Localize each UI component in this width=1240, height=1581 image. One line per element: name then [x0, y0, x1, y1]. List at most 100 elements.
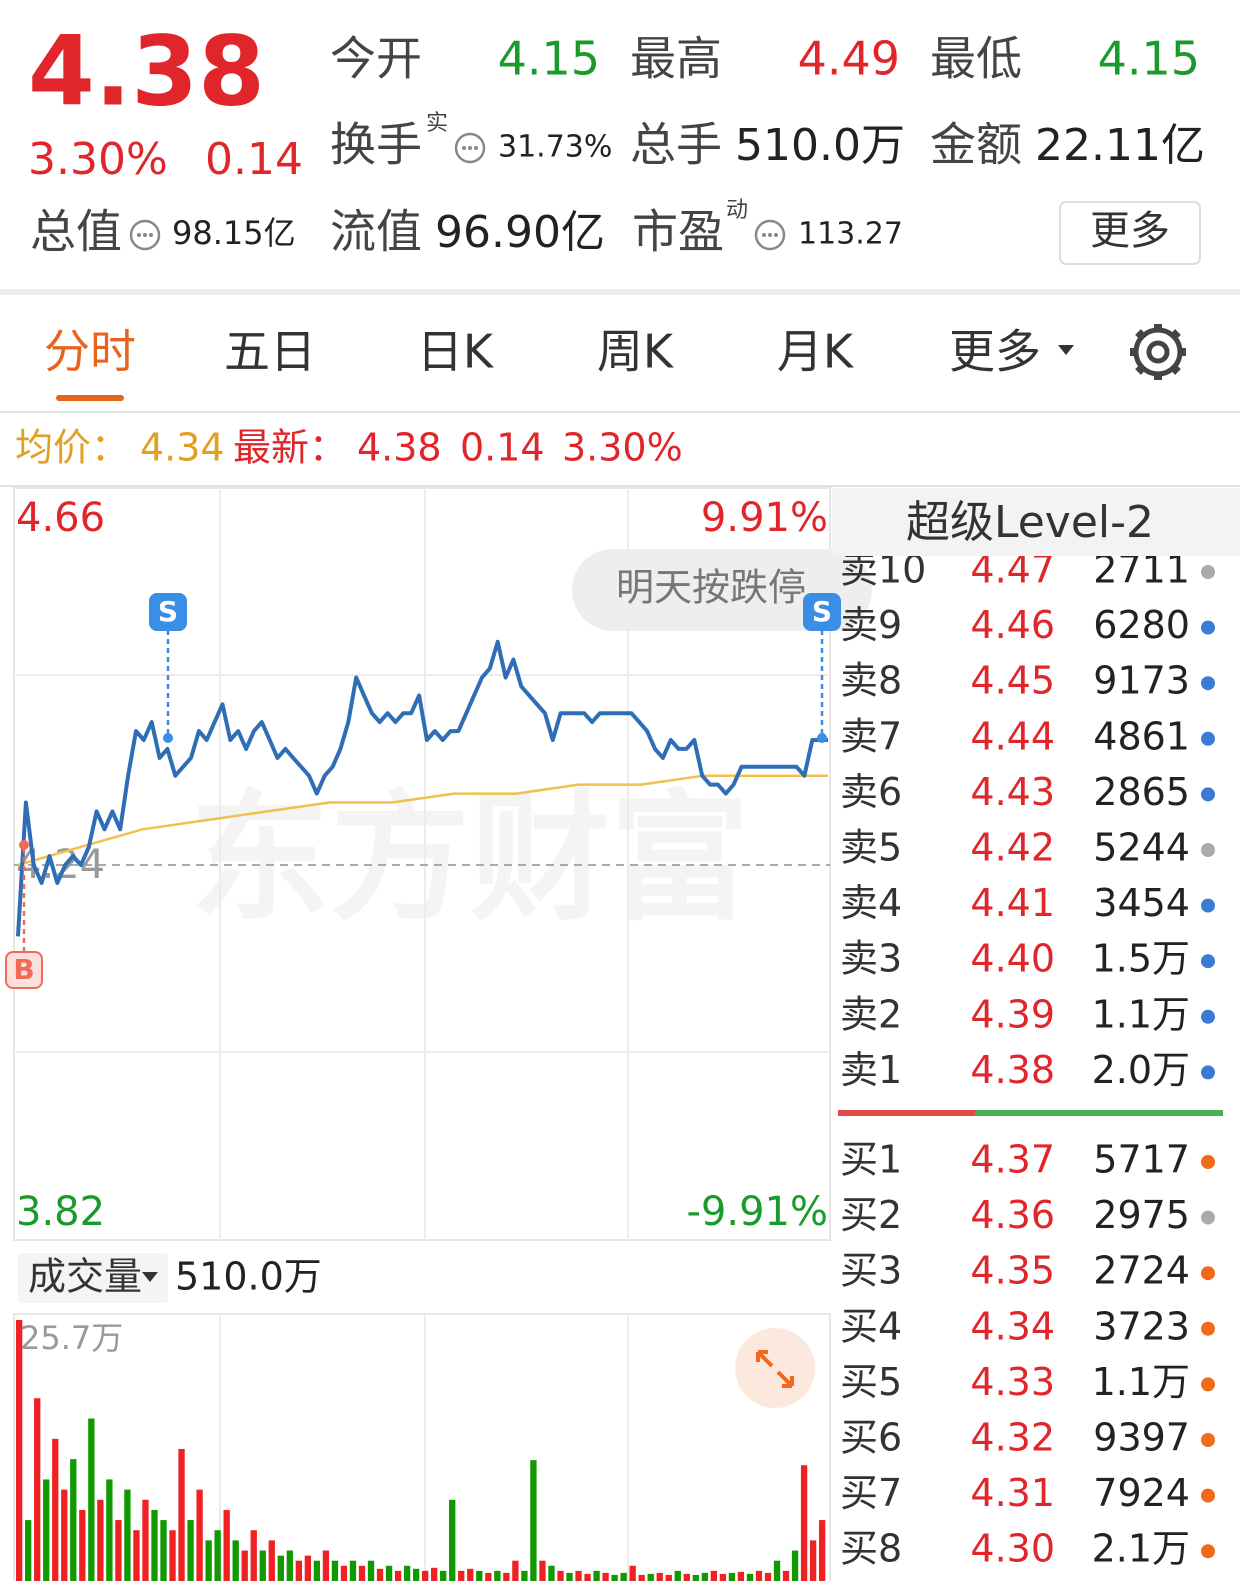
order-label: 卖3	[840, 937, 902, 981]
volume-bar	[106, 1479, 113, 1581]
avg-value: 4.34	[140, 426, 225, 470]
volume-frame	[13, 1313, 831, 1581]
volume-bar	[376, 1568, 384, 1581]
order-label: 买1	[840, 1138, 902, 1182]
stat-label: 流值	[330, 205, 422, 259]
volume-bar	[503, 1572, 510, 1581]
volume-bar	[151, 1509, 158, 1581]
volume-bar	[214, 1530, 221, 1581]
volume-bar	[25, 1520, 32, 1581]
settings-icon[interactable]	[1130, 324, 1186, 380]
stat-label: 市盈	[632, 205, 724, 259]
info-icon-dot	[143, 233, 147, 237]
order-price: 4.41	[970, 881, 1055, 925]
volume-bar	[34, 1398, 41, 1581]
order-label: 买7	[840, 1471, 902, 1515]
order-dot	[1201, 1155, 1215, 1169]
dropdown-arrow	[1058, 345, 1074, 355]
volume-bar	[97, 1499, 104, 1581]
order-dot	[1201, 1544, 1215, 1559]
volume-bar	[358, 1565, 366, 1581]
volume-bar	[205, 1540, 212, 1581]
volume-bar	[367, 1560, 375, 1581]
order-volume: 1.1万	[1092, 1360, 1190, 1404]
order-price: 4.35	[970, 1249, 1055, 1293]
volume-bar	[187, 1520, 194, 1581]
order-label: 卖7	[840, 714, 902, 758]
volume-bar	[476, 1570, 483, 1581]
order-label: 卖9	[840, 603, 902, 647]
volume-bar	[674, 1570, 681, 1581]
volume-bar	[665, 1574, 672, 1581]
tab[interactable]: 分时	[44, 325, 136, 379]
volume-bar	[710, 1570, 718, 1581]
volume-bar	[322, 1550, 330, 1581]
stat-value: 510.0万	[735, 120, 905, 171]
info-icon	[454, 132, 486, 164]
last-label: 最新：	[233, 426, 347, 470]
order-volume: 2975	[1093, 1193, 1190, 1237]
order-volume: 2724	[1093, 1249, 1190, 1293]
order-dot	[1201, 1377, 1215, 1392]
volume-selector[interactable]	[18, 1253, 168, 1303]
volume-bar	[818, 1520, 826, 1581]
order-label: 买5	[840, 1360, 902, 1404]
volume-bar	[683, 1573, 690, 1581]
volume-max-label: 25.7万	[20, 1319, 123, 1357]
more-button[interactable]	[1059, 201, 1201, 265]
order-label: 卖8	[840, 659, 902, 703]
volume-bar	[530, 1460, 537, 1581]
order-price: 4.37	[970, 1138, 1055, 1182]
order-label: 卖1	[840, 1048, 902, 1092]
order-dot	[1201, 1009, 1215, 1024]
info-icon-dot	[774, 233, 778, 237]
volume-bar	[340, 1565, 348, 1581]
volume-bar	[746, 1573, 754, 1581]
volume-bar	[575, 1570, 582, 1581]
order-dot	[1201, 1266, 1215, 1281]
expand-button[interactable]	[735, 1328, 815, 1408]
stat-label: 换手	[330, 118, 422, 172]
order-dot	[1201, 954, 1215, 969]
order-dot	[1201, 787, 1215, 802]
order-label: 卖6	[840, 770, 902, 814]
info-icon-dot	[768, 233, 772, 237]
volume-bar	[584, 1573, 591, 1581]
order-label: 买8	[840, 1527, 902, 1571]
order-price: 4.32	[970, 1416, 1055, 1460]
divider	[0, 289, 1240, 295]
volume-bar	[268, 1540, 275, 1581]
tab[interactable]: 五日	[224, 325, 316, 379]
volume-bar	[566, 1572, 573, 1581]
volume-bar	[133, 1530, 140, 1581]
order-price: 4.31	[970, 1471, 1055, 1515]
volume-bar	[412, 1568, 420, 1581]
tab[interactable]: 日K	[417, 325, 495, 379]
last-price: 4.38	[28, 15, 265, 127]
volume-bar	[557, 1570, 564, 1581]
volume-bar	[43, 1479, 50, 1581]
volume-bar	[394, 1570, 402, 1581]
info-icon	[129, 219, 161, 251]
info-icon	[754, 219, 786, 251]
order-price: 4.46	[970, 603, 1055, 647]
marker-badge	[803, 593, 841, 631]
volume-bar	[232, 1540, 239, 1581]
marker-point	[163, 733, 173, 743]
order-volume: 5717	[1093, 1138, 1190, 1182]
volume-bar	[223, 1509, 230, 1581]
stat-label: 总手	[630, 118, 722, 172]
volume-bar	[16, 1320, 23, 1581]
tab[interactable]: 月K	[777, 325, 855, 379]
tab[interactable]: 更多	[949, 325, 1041, 379]
volume-bar	[52, 1438, 59, 1581]
info-icon-dot	[149, 233, 153, 237]
more-button-label: 更多	[1090, 208, 1170, 254]
volume-bar	[250, 1530, 257, 1581]
level2-title: 超级Level-2	[906, 497, 1154, 548]
volume-bar	[331, 1560, 339, 1581]
stat-value: 4.49	[798, 32, 900, 86]
notice: 明天按跌停	[616, 566, 806, 610]
marker-badge	[5, 951, 43, 989]
tab[interactable]: 周K	[597, 325, 675, 379]
